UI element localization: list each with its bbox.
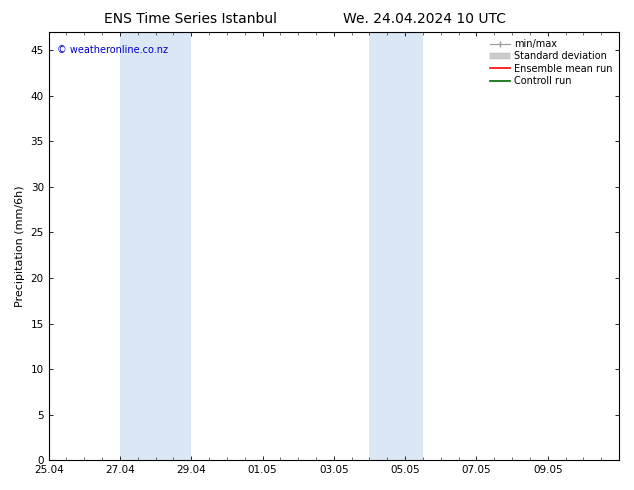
Text: ENS Time Series Istanbul: ENS Time Series Istanbul xyxy=(104,12,276,26)
Text: We. 24.04.2024 10 UTC: We. 24.04.2024 10 UTC xyxy=(343,12,507,26)
Y-axis label: Precipitation (mm/6h): Precipitation (mm/6h) xyxy=(15,185,25,307)
Text: © weatheronline.co.nz: © weatheronline.co.nz xyxy=(57,45,168,55)
Bar xyxy=(120,32,191,460)
Bar xyxy=(370,32,423,460)
Legend: min/max, Standard deviation, Ensemble mean run, Controll run: min/max, Standard deviation, Ensemble me… xyxy=(488,37,614,88)
